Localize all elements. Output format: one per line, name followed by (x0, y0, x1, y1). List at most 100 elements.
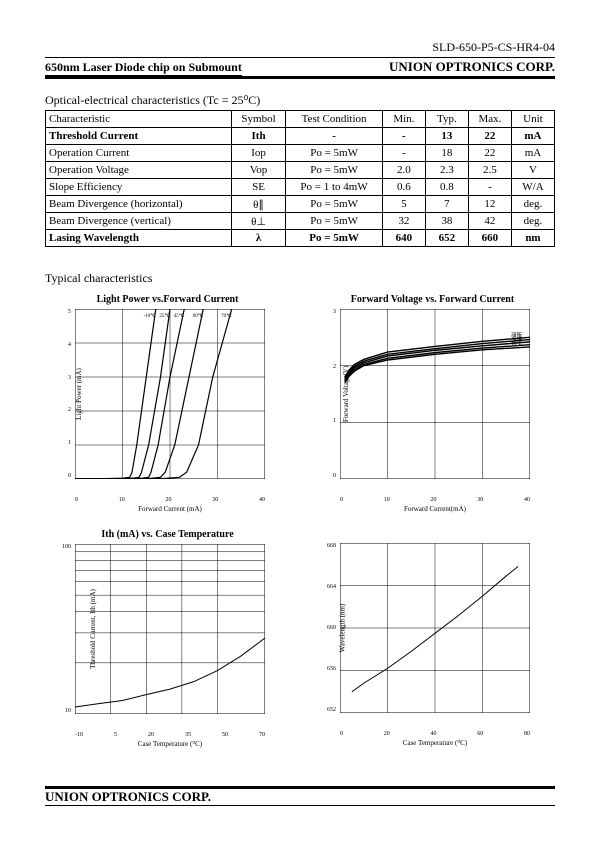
chart-area: -10℃25℃45℃60℃70℃012345Light Power (mA) (75, 309, 265, 479)
table-header: Typ. (425, 111, 468, 128)
chart: Light Power vs.Forward Current-10℃25℃45℃… (45, 294, 290, 513)
header-bar: 650nm Laser Diode chip on Submount UNION… (45, 57, 555, 79)
chart-svg (340, 543, 530, 713)
table-cell: 2.0 (382, 162, 425, 179)
chart-title: Ith (mA) vs. Case Temperature (45, 529, 290, 540)
x-label: Case Temperature (⁰C) (340, 739, 530, 747)
svg-text:70℃: 70℃ (221, 313, 232, 319)
table-cell: deg. (511, 213, 554, 230)
table-cell: - (382, 145, 425, 162)
table-header: Symbol (231, 111, 286, 128)
chart-area: -10℃25℃45℃60℃70℃0123Forward Voltage(V) (340, 309, 530, 479)
svg-text:60℃: 60℃ (193, 313, 204, 319)
table-cell: 42 (468, 213, 511, 230)
x-ticks: 020406080 (340, 731, 530, 737)
table-cell: mA (511, 145, 554, 162)
x-ticks: -10520355070 (75, 732, 265, 738)
table-header: Test Condition (286, 111, 383, 128)
x-label: Forward Current(mA) (340, 505, 530, 513)
table-cell: 0.8 (425, 179, 468, 196)
characteristics-title: Optical-electrical characteristics (Tc =… (45, 93, 555, 108)
table-header: Unit (511, 111, 554, 128)
y-label: Wavelength (nm) (338, 604, 346, 653)
table-cell: Operation Current (46, 145, 232, 162)
table-cell: W/A (511, 179, 554, 196)
table-cell: Slope Efficiency (46, 179, 232, 196)
svg-text:45℃: 45℃ (174, 313, 185, 319)
table-cell: 38 (425, 213, 468, 230)
chart-svg: -10℃25℃45℃60℃70℃ (75, 309, 265, 479)
table-cell: 13 (425, 128, 468, 145)
company-name: UNION OPTRONICS CORP. (389, 59, 555, 75)
table-cell: λ (231, 230, 286, 247)
y-ticks: 0123 (322, 309, 336, 479)
table-cell: Threshold Current (46, 128, 232, 145)
table-cell: SE (231, 179, 286, 196)
x-ticks: 010203040 (340, 497, 530, 503)
table-cell: - (382, 128, 425, 145)
y-label: Forward Voltage(V) (342, 366, 350, 422)
table-cell: Beam Divergence (vertical) (46, 213, 232, 230)
chart-title: Forward Voltage vs. Forward Current (310, 294, 555, 305)
svg-text:70℃: 70℃ (511, 331, 522, 337)
table-cell: - (286, 128, 383, 145)
chart: 652656660664668Wavelength (nm) 020406080 C… (310, 529, 555, 748)
subtitle: 650nm Laser Diode chip on Submount (45, 60, 242, 76)
chart-title: Light Power vs.Forward Current (45, 294, 290, 305)
table-cell: Po = 5mW (286, 196, 383, 213)
table-header: Min. (382, 111, 425, 128)
table-cell: 7 (425, 196, 468, 213)
table-cell: 12 (468, 196, 511, 213)
x-label: Case Temperature (⁰C) (75, 740, 265, 748)
table-cell: mA (511, 128, 554, 145)
table-cell: Lasing Wavelength (46, 230, 232, 247)
y-ticks: 10100 (57, 544, 71, 714)
table-cell: 2.3 (425, 162, 468, 179)
table-cell: Po = 5mW (286, 230, 383, 247)
svg-text:-10℃: -10℃ (143, 313, 156, 319)
table-header: Max. (468, 111, 511, 128)
table-cell: 652 (425, 230, 468, 247)
table-cell: 18 (425, 145, 468, 162)
charts-grid: Light Power vs.Forward Current -10℃25℃45℃… (45, 294, 555, 748)
table-cell: 0.6 (382, 179, 425, 196)
typical-title: Typical characteristics (45, 271, 555, 286)
table-cell: Po = 1 to 4mW (286, 179, 383, 196)
table-cell: nm (511, 230, 554, 247)
chart: Ith (mA) vs. Case Temperature10100Thresh… (45, 529, 290, 748)
x-label: Forward Current (mA) (75, 505, 265, 513)
table-cell: 640 (382, 230, 425, 247)
y-ticks: 652656660664668 (322, 543, 336, 713)
table-cell: Vop (231, 162, 286, 179)
part-number: SLD-650-P5-CS-HR4-04 (45, 40, 555, 55)
table-cell: Beam Divergence (horizontal) (46, 196, 232, 213)
table-cell: deg. (511, 196, 554, 213)
table-cell: θ⊥ (231, 213, 286, 230)
footer-company: UNION OPTRONICS CORP. (45, 789, 211, 804)
table-cell: Ith (231, 128, 286, 145)
x-ticks: 010203040 (75, 497, 265, 503)
table-cell: 22 (468, 145, 511, 162)
table-cell: Iop (231, 145, 286, 162)
characteristics-table: CharacteristicSymbolTest ConditionMin.Ty… (45, 110, 555, 247)
table-cell: Operation Voltage (46, 162, 232, 179)
table-cell: 22 (468, 128, 511, 145)
table-cell: 2.5 (468, 162, 511, 179)
chart-area: 10100Threshold Current, Ith (mA) (75, 544, 265, 714)
table-cell: θ∥ (231, 196, 286, 213)
y-label: Light Power (mA) (75, 368, 83, 420)
chart-svg (75, 544, 265, 714)
chart-area: 652656660664668Wavelength (nm) (340, 543, 530, 713)
footer: UNION OPTRONICS CORP. (45, 786, 555, 806)
table-header: Characteristic (46, 111, 232, 128)
table-cell: - (468, 179, 511, 196)
y-ticks: 012345 (57, 309, 71, 479)
table-cell: 32 (382, 213, 425, 230)
y-label: Threshold Current, Ith (mA) (89, 589, 97, 669)
chart-svg: -10℃25℃45℃60℃70℃ (340, 309, 530, 479)
table-cell: Po = 5mW (286, 162, 383, 179)
table-cell: Po = 5mW (286, 213, 383, 230)
table-cell: V (511, 162, 554, 179)
table-cell: 5 (382, 196, 425, 213)
chart: Forward Voltage vs. Forward Current -10℃2… (310, 294, 555, 513)
